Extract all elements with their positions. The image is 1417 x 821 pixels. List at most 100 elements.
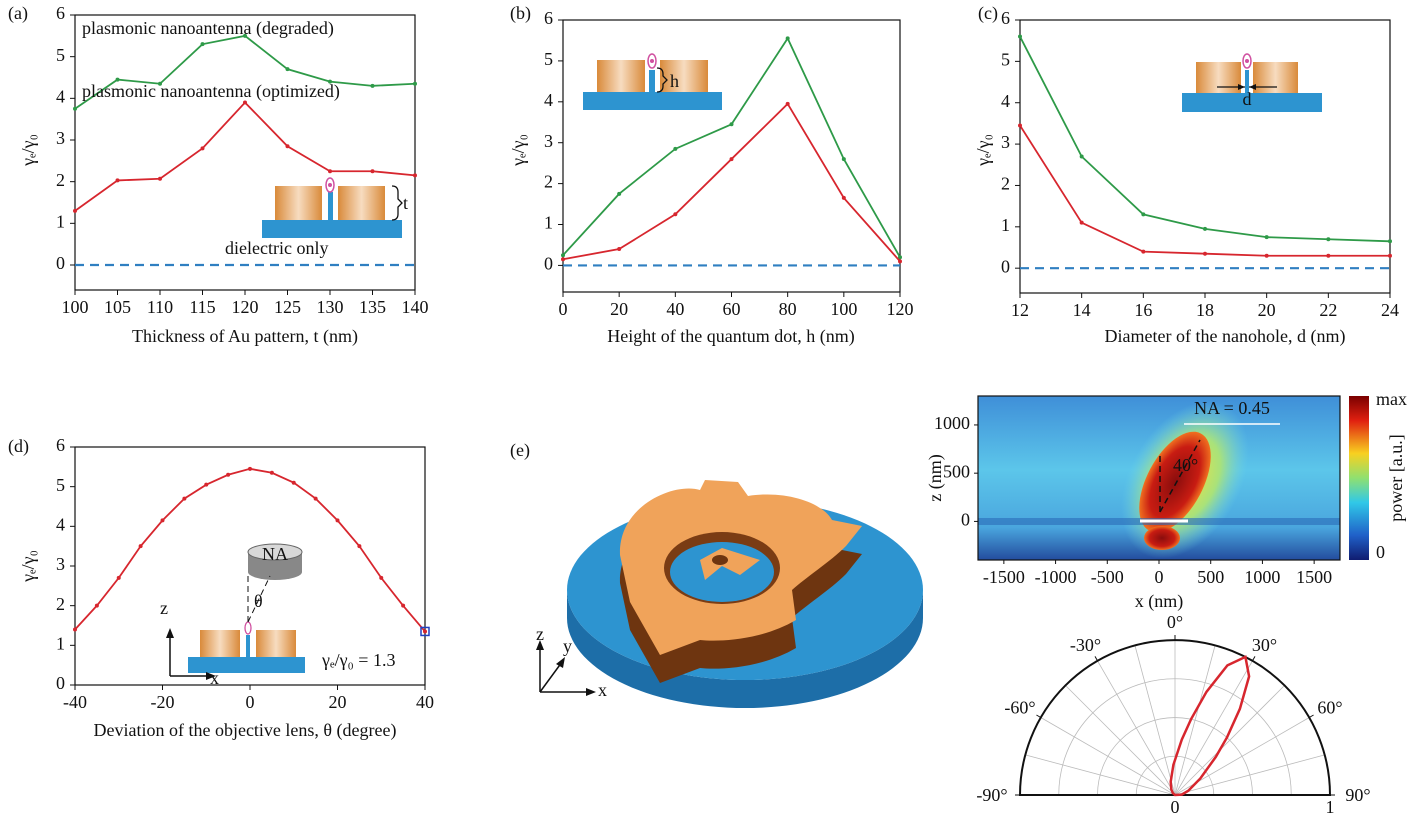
y-tick-label: 3 [56,554,65,574]
x-tick-label: 140 [402,297,429,317]
y-axis-label: γₑ/γ₀ [508,134,528,167]
y-tick-label: 1000 [934,413,970,433]
au-block [200,630,240,657]
theta-tick-label: 90° [1345,785,1370,805]
y-tick-label: 500 [943,461,970,481]
substrate [188,657,305,673]
x-tick-label: -40 [63,692,87,712]
data-point [786,102,790,106]
colorbar-min: 0 [1376,542,1385,562]
x-tick-label: -1500 [983,567,1025,587]
data-point [786,36,790,40]
data-point [201,146,205,150]
axis-label: x [598,680,607,700]
y-tick-label: 5 [1001,49,1010,69]
data-point [161,518,165,522]
data-point [1203,227,1207,231]
x-axis-label: x (nm) [1135,591,1184,612]
y-tick-label: 0 [961,510,970,530]
quantum-dot [1245,59,1249,63]
pillar [328,192,333,220]
y-axis-label: γₑ/γ₀ [18,134,38,167]
data-point [158,177,162,181]
y-tick-label: 5 [56,45,65,65]
field-map [978,379,1340,581]
data-point [371,169,375,173]
y-tick-label: 2 [56,170,65,190]
data-point [116,178,120,182]
x-axis-label: Deviation of the objective lens, θ (degr… [93,720,396,741]
y-tick-label: 4 [544,90,553,110]
x-tick-label: 1000 [1244,567,1280,587]
x-tick-label: 24 [1381,300,1399,320]
data-point [413,173,417,177]
annotation: 40° [1173,455,1198,475]
x-tick-label: 130 [317,297,344,317]
y-axis-label: z (nm) [925,454,946,501]
au-block [1253,62,1298,93]
data-point [248,467,252,471]
x-tick-label: 1500 [1296,567,1332,587]
render-3d [536,480,923,708]
x-tick-label: 135 [359,297,386,317]
x-tick-label: 500 [1197,567,1224,587]
y-tick-label: 4 [56,86,65,106]
panel-label: (c) [978,3,998,24]
data-point [201,42,205,46]
au-block [597,60,645,92]
data-point [95,604,99,608]
data-point [286,144,290,148]
data-point [117,576,121,580]
r-tick-label: 0 [1171,797,1180,817]
x-tick-label: 125 [274,297,301,317]
field-spot [1144,526,1180,550]
y-tick-label: 1 [544,213,553,233]
x-tick-label: 22 [1319,300,1337,320]
data-point [204,483,208,487]
data-point [561,253,565,257]
data-point [673,147,677,151]
grid-spoke [1098,661,1176,795]
x-tick-label: 120 [887,299,914,319]
pillar [649,70,655,92]
y-tick-label: 0 [56,253,65,273]
grid-spoke [1041,718,1175,796]
data-point [379,576,383,580]
colorbar [1349,396,1369,560]
data-point [898,259,902,263]
x-axis-label: Height of the quantum dot, h (nm) [607,326,854,347]
data-point [1265,235,1269,239]
y-tick-label: 3 [1001,132,1010,152]
data-point [286,67,290,71]
data-point [1080,155,1084,159]
theta-tick [1309,715,1313,718]
substrate [1182,93,1322,112]
data-point [730,122,734,126]
grid-spoke [1175,645,1215,795]
data-point [270,471,274,475]
data-point [617,192,621,196]
y-tick-label: 0 [544,254,553,274]
x-tick-label: -500 [1091,567,1124,587]
data-point [1080,221,1084,225]
theta-tick [1036,715,1040,718]
panel-label: (a) [8,3,28,24]
axis-label: x [210,668,219,688]
data-point [1326,237,1330,241]
axis-label: z [160,598,168,618]
x-axis-label: Diameter of the nanohole, d (nm) [1105,326,1346,347]
x-tick-label: 20 [329,692,347,712]
data-point [139,544,143,548]
x-tick-label: 40 [666,299,684,319]
y-tick-label: 6 [56,3,65,23]
legend-label: plasmonic nanoantenna (optimized) [82,81,340,102]
theta-tick [1253,656,1256,660]
inset-label: h [670,71,679,91]
r-tick-label: 1 [1326,797,1335,817]
grid-spoke [1025,755,1175,795]
y-tick-label: 0 [1001,256,1010,276]
x-tick-label: 20 [610,299,628,319]
au-block [275,186,322,220]
x-tick-label: 60 [723,299,741,319]
annotation: γₑ/γ₀ = 1.3 [321,650,395,670]
